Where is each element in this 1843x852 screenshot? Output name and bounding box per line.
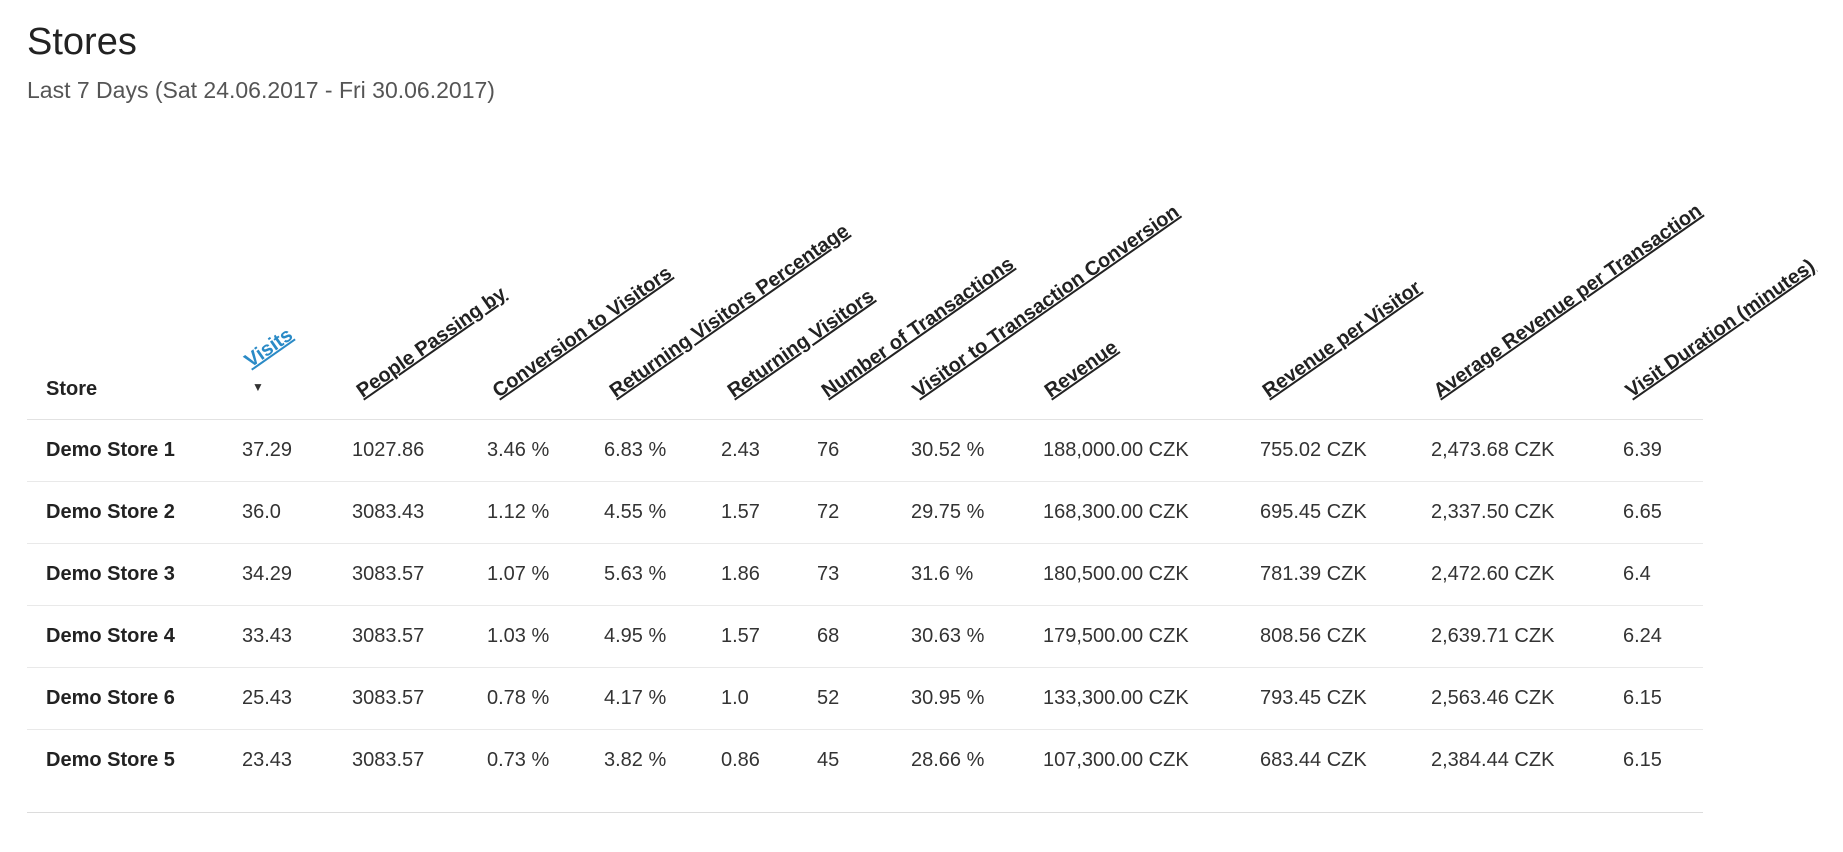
table-bottom-divider — [27, 812, 1703, 813]
people-passing-value: 3083.57 — [352, 687, 425, 709]
people-passing-value: 3083.57 — [352, 749, 425, 771]
store-name: Demo Store 3 — [46, 563, 175, 585]
revenue-per-visitor-value: 755.02 CZK — [1260, 439, 1367, 461]
revenue-per-visitor-value: 793.45 CZK — [1260, 687, 1367, 709]
revenue-per-visitor-value: 808.56 CZK — [1260, 625, 1367, 647]
visit-duration-value: 6.39 — [1623, 439, 1662, 461]
returning-visitors-percentage-value: 4.95 % — [604, 625, 667, 647]
store-name: Demo Store 2 — [46, 501, 175, 523]
average-revenue-per-transaction-value: 2,384.44 CZK — [1431, 749, 1555, 771]
stores-table: Store Visits ▼ People Passing by Convers… — [27, 0, 1819, 852]
table-row: Demo Store 1 37.29 1027.86 3.46 % 6.83 %… — [27, 420, 1703, 482]
returning-visitors-value: 0.86 — [721, 749, 760, 771]
visitor-transaction-conversion-value: 30.95 % — [911, 687, 985, 709]
table-row: Demo Store 3 34.29 3083.57 1.07 % 5.63 %… — [27, 544, 1703, 606]
visitor-transaction-conversion-value: 31.6 % — [911, 563, 974, 585]
store-name: Demo Store 5 — [46, 749, 175, 771]
revenue-per-visitor-value: 695.45 CZK — [1260, 501, 1367, 523]
visit-duration-value: 6.4 — [1623, 563, 1651, 585]
transactions-value: 68 — [817, 625, 840, 647]
revenue-per-visitor-value: 781.39 CZK — [1260, 563, 1367, 585]
returning-visitors-percentage-value: 4.55 % — [604, 501, 667, 523]
conversion-to-visitors-value: 1.12 % — [487, 501, 550, 523]
visits-value: 37.29 — [242, 439, 293, 461]
visits-value: 33.43 — [242, 625, 293, 647]
returning-visitors-value: 1.57 — [721, 501, 760, 523]
conversion-to-visitors-value: 1.03 % — [487, 625, 550, 647]
revenue-column-header[interactable]: Revenue — [1040, 336, 1122, 403]
revenue-value: 133,300.00 CZK — [1043, 687, 1189, 709]
revenue-value: 179,500.00 CZK — [1043, 625, 1189, 647]
average-revenue-per-transaction-value: 2,639.71 CZK — [1431, 625, 1555, 647]
people-passing-value: 3083.43 — [352, 501, 425, 523]
visit-duration-value: 6.24 — [1623, 625, 1662, 647]
revenue-value: 180,500.00 CZK — [1043, 563, 1189, 585]
visitor-transaction-conversion-value: 30.63 % — [911, 625, 985, 647]
visit-duration-value: 6.15 — [1623, 749, 1662, 771]
returning-visitors-value: 1.0 — [721, 687, 749, 709]
transactions-value: 72 — [817, 501, 840, 523]
transactions-value: 45 — [817, 749, 840, 771]
table-row: Demo Store 6 25.43 3083.57 0.78 % 4.17 %… — [27, 668, 1703, 730]
visitor-transaction-conversion-value: 28.66 % — [911, 749, 985, 771]
transactions-value: 76 — [817, 439, 840, 461]
people-passing-value: 1027.86 — [352, 439, 425, 461]
date-range-subtitle: Last 7 Days (Sat 24.06.2017 - Fri 30.06.… — [27, 77, 495, 103]
visit-duration-column-header[interactable]: Visit Duration (minutes) — [1621, 254, 1819, 403]
returning-visitors-value: 2.43 — [721, 439, 760, 461]
people-passing-value: 3083.57 — [352, 625, 425, 647]
table-body: Demo Store 1 37.29 1027.86 3.46 % 6.83 %… — [27, 419, 1703, 791]
average-revenue-per-transaction-value: 2,472.60 CZK — [1431, 563, 1555, 585]
table-row: Demo Store 5 23.43 3083.57 0.73 % 3.82 %… — [27, 730, 1703, 791]
visits-column-header[interactable]: Visits — [240, 323, 297, 373]
visits-value: 23.43 — [242, 749, 293, 771]
returning-visitors-value: 1.57 — [721, 625, 760, 647]
transactions-value: 52 — [817, 687, 840, 709]
conversion-to-visitors-value: 1.07 % — [487, 563, 550, 585]
revenue-per-visitor-column-header[interactable]: Revenue per Visitor — [1258, 276, 1426, 403]
page-title: Stores — [27, 21, 137, 63]
revenue-value: 107,300.00 CZK — [1043, 749, 1189, 771]
conversion-to-visitors-value: 0.73 % — [487, 749, 550, 771]
average-revenue-per-transaction-value: 2,337.50 CZK — [1431, 501, 1555, 523]
visitor-transaction-conversion-value: 30.52 % — [911, 439, 985, 461]
table-row: Demo Store 4 33.43 3083.57 1.03 % 4.95 %… — [27, 606, 1703, 668]
visit-duration-value: 6.65 — [1623, 501, 1662, 523]
conversion-to-visitors-value: 3.46 % — [487, 439, 550, 461]
returning-visitors-percentage-value: 3.82 % — [604, 749, 667, 771]
returning-visitors-percentage-value: 5.63 % — [604, 563, 667, 585]
transactions-value: 73 — [817, 563, 840, 585]
visitor-transaction-conversion-value: 29.75 % — [911, 501, 985, 523]
visits-value: 34.29 — [242, 563, 293, 585]
returning-visitors-percentage-value: 6.83 % — [604, 439, 667, 461]
revenue-value: 188,000.00 CZK — [1043, 439, 1189, 461]
returning-visitors-percentage-column-header[interactable]: Returning Visitors Percentage — [605, 219, 854, 403]
revenue-value: 168,300.00 CZK — [1043, 501, 1189, 523]
sort-desc-icon: ▼ — [252, 380, 264, 394]
people-passing-column-header[interactable]: People Passing by — [352, 282, 511, 403]
visits-value: 36.0 — [242, 501, 281, 523]
table-row: Demo Store 2 36.0 3083.43 1.12 % 4.55 % … — [27, 482, 1703, 544]
store-name: Demo Store 6 — [46, 687, 175, 709]
visit-duration-value: 6.15 — [1623, 687, 1662, 709]
average-revenue-per-transaction-value: 2,563.46 CZK — [1431, 687, 1555, 709]
store-name: Demo Store 1 — [46, 439, 175, 461]
store-column-header: Store — [46, 378, 98, 400]
average-revenue-per-transaction-value: 2,473.68 CZK — [1431, 439, 1555, 461]
store-name: Demo Store 4 — [46, 625, 175, 647]
visits-value: 25.43 — [242, 687, 293, 709]
returning-visitors-percentage-value: 4.17 % — [604, 687, 667, 709]
revenue-per-visitor-value: 683.44 CZK — [1260, 749, 1367, 771]
returning-visitors-value: 1.86 — [721, 563, 760, 585]
people-passing-value: 3083.57 — [352, 563, 425, 585]
conversion-to-visitors-value: 0.78 % — [487, 687, 550, 709]
